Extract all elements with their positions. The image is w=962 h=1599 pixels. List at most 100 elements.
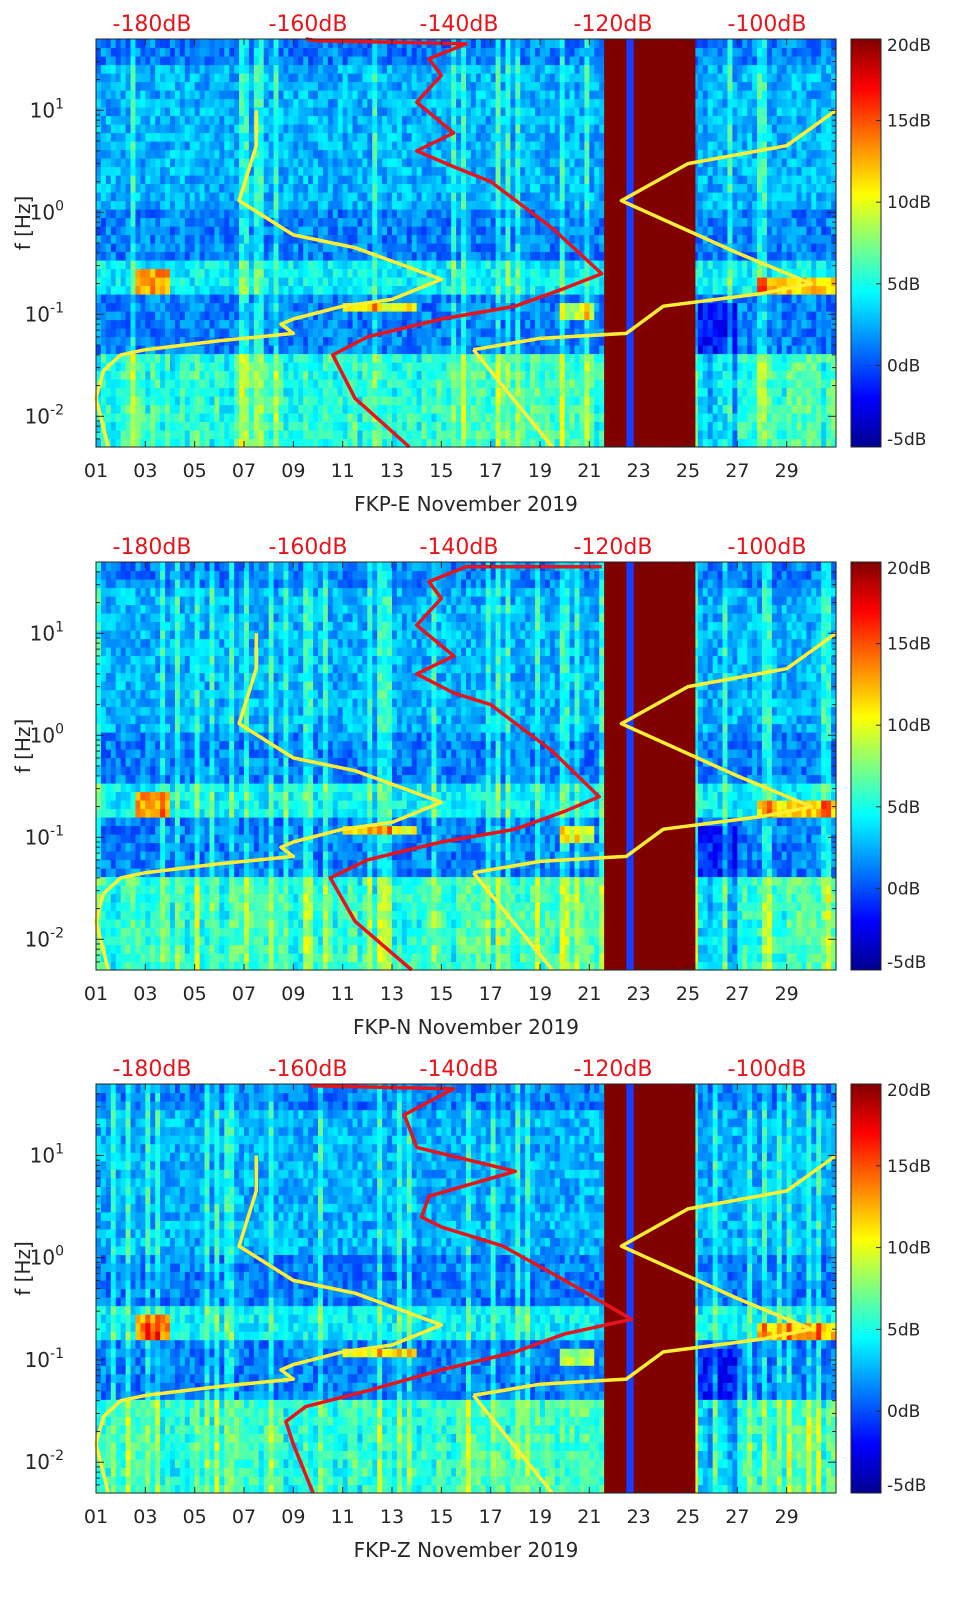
top-db-label: -100dB [728, 535, 807, 560]
x-tick-label: 23 [627, 460, 651, 482]
y-tick-label: 10-2 [25, 1448, 64, 1474]
x-tick-label: 17 [479, 983, 503, 1005]
top-db-label: -120dB [574, 535, 653, 560]
top-db-label: -100dB [728, 1057, 807, 1082]
colorbar-tick-label: 15dB [887, 1157, 931, 1177]
x-tick-label: 27 [725, 1506, 749, 1528]
x-tick-label: 21 [577, 1506, 601, 1528]
colorbar-tick-label: -5dB [887, 953, 926, 973]
y-tick-label: 101 [30, 96, 64, 122]
top-db-label: -120dB [574, 12, 653, 37]
y-tick-label: 101 [30, 619, 64, 645]
top-db-label: -140dB [420, 12, 499, 37]
x-tick-label: 27 [725, 983, 749, 1005]
colorbar-tick-label: -5dB [887, 430, 926, 450]
x-tick-label: 05 [183, 1506, 207, 1528]
colorbar-tick-label: 0dB [887, 356, 920, 376]
top-db-label: -180dB [113, 12, 192, 37]
spectrogram-image [96, 1084, 837, 1494]
x-tick-label: 05 [183, 983, 207, 1005]
x-tick-label: 03 [133, 1506, 157, 1528]
x-tick-label: 11 [331, 460, 355, 482]
saturated-block [604, 39, 695, 447]
x-tick-label: 01 [84, 983, 108, 1005]
colorbar-tick-label: 20dB [887, 559, 931, 579]
spectrogram-image [96, 562, 837, 971]
x-tick-label: 21 [577, 460, 601, 482]
colorbar-tick-label: -5dB [887, 1476, 926, 1496]
x-tick-label: 01 [84, 1506, 108, 1528]
colorbar-tick-label: 10dB [887, 716, 931, 736]
colorbar [851, 1084, 881, 1493]
x-tick-label: 05 [183, 460, 207, 482]
x-tick-label: 11 [331, 983, 355, 1005]
x-axis-label: FKP-Z November 2019 [354, 1538, 579, 1562]
spectrogram-figure: 01 03 05 07 09 11 13 15 17 19 21 23 25 27 29 10-2 10-1 10… [0, 0, 962, 1599]
x-tick-label: 01 [84, 460, 108, 482]
colorbar-tick-label: 5dB [887, 1320, 920, 1340]
x-tick-label: 17 [479, 1506, 503, 1528]
gap-stripe [626, 39, 633, 447]
x-tick-label: 25 [676, 1506, 700, 1528]
saturated-block [604, 1084, 695, 1493]
x-tick-label: 13 [380, 1506, 404, 1528]
y-tick-label: 10-1 [25, 823, 64, 849]
top-db-label: -120dB [574, 1057, 653, 1082]
x-tick-label: 19 [528, 983, 552, 1005]
x-tick-label: 07 [232, 460, 256, 482]
colorbar-tick-label: 15dB [887, 112, 931, 132]
gap-stripe [626, 562, 633, 970]
colorbar-tick-label: 0dB [887, 879, 920, 899]
spectrogram-image [96, 39, 837, 448]
saturated-block [604, 562, 695, 970]
x-tick-label: 19 [528, 460, 552, 482]
x-tick-label: 23 [627, 983, 651, 1005]
panel-fkp-z: 01 03 05 07 09 11 13 15 17 19 21 23 25 27 29 10-2 10-1 10… [11, 1057, 931, 1562]
x-tick-label: 07 [232, 983, 256, 1005]
x-tick-label: 29 [775, 983, 799, 1005]
x-tick-label: 11 [331, 1506, 355, 1528]
colorbar-tick-label: 10dB [887, 193, 931, 213]
x-tick-label: 15 [429, 460, 453, 482]
y-axis-label: f [Hz] [11, 719, 35, 774]
x-tick-label: 25 [676, 983, 700, 1005]
top-db-label: -100dB [728, 12, 807, 37]
colorbar [851, 39, 881, 447]
y-tick-label: 10-2 [25, 402, 64, 428]
colorbar-tick-label: 5dB [887, 275, 920, 295]
x-tick-label: 29 [775, 1506, 799, 1528]
gap-stripe [626, 1084, 633, 1493]
x-tick-label: 27 [725, 460, 749, 482]
x-tick-label: 07 [232, 1506, 256, 1528]
x-tick-label: 03 [133, 460, 157, 482]
x-tick-label: 09 [281, 1506, 305, 1528]
x-tick-label: 19 [528, 1506, 552, 1528]
y-tick-label: 10-2 [25, 925, 64, 951]
y-axis-label: f [Hz] [11, 1241, 35, 1296]
y-tick-label: 10-1 [25, 300, 64, 326]
panel-fkp-e: 01 03 05 07 09 11 13 15 17 19 21 23 25 27 2910-210-110… [11, 12, 931, 516]
top-db-label: -180dB [113, 1057, 192, 1082]
panel-fkp-n: 01 03 05 07 09 11 13 15 17 19 21 23 25 27 2910-210-110… [11, 535, 931, 1039]
x-tick-label: 13 [380, 460, 404, 482]
x-tick-label: 29 [775, 460, 799, 482]
y-tick-label: 101 [30, 1141, 64, 1167]
x-axis-label: FKP-N November 2019 [353, 1015, 579, 1039]
x-tick-label: 23 [627, 1506, 651, 1528]
x-tick-label: 15 [429, 1506, 453, 1528]
y-tick-label: 10-1 [25, 1346, 64, 1372]
x-tick-label: 09 [281, 460, 305, 482]
x-tick-label: 13 [380, 983, 404, 1005]
colorbar-tick-label: 5dB [887, 798, 920, 818]
y-axis-label: f [Hz] [11, 196, 35, 251]
x-tick-label: 15 [429, 983, 453, 1005]
top-db-label: -140dB [420, 535, 499, 560]
x-tick-label: 25 [676, 460, 700, 482]
top-db-label: -160dB [269, 535, 348, 560]
colorbar-tick-label: 20dB [887, 1081, 931, 1101]
colorbar-tick-label: 15dB [887, 635, 931, 655]
colorbar-tick-label: 20dB [887, 36, 931, 56]
x-tick-label: 03 [133, 983, 157, 1005]
top-db-label: -180dB [113, 535, 192, 560]
top-db-label: -160dB [269, 1057, 348, 1082]
